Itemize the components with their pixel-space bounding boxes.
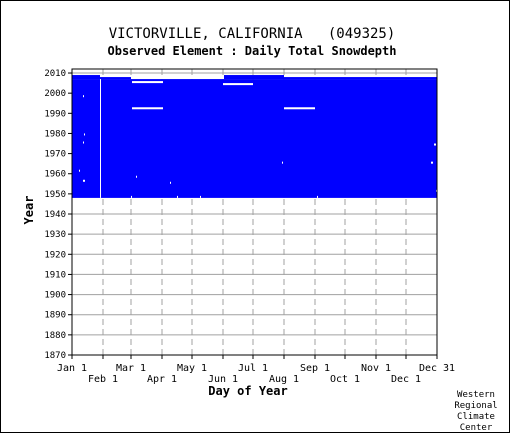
x-tick-label: Dec 31: [419, 363, 455, 374]
plot-border: [71, 68, 438, 356]
missing-data-gap: [136, 175, 137, 178]
x-axis-label: Day of Year: [208, 384, 287, 398]
missing-data-gap: [132, 107, 163, 110]
missing-data-gap: [132, 81, 163, 84]
missing-data-stripe: [100, 79, 101, 198]
credit-line: Western: [457, 390, 495, 400]
y-tick-label: 1950: [44, 190, 66, 200]
missing-data-gap: [83, 179, 85, 182]
missing-data-gap: [170, 181, 171, 184]
credit-line: Center: [460, 423, 493, 433]
missing-data-gap: [431, 161, 433, 164]
credit-line: Climate: [457, 412, 495, 422]
missing-data-gap: [317, 195, 318, 198]
x-tick-label: Mar 1: [116, 363, 146, 374]
y-tick-label: 1990: [44, 109, 66, 119]
x-tick-label: Jan 1: [57, 363, 87, 374]
missing-data-gap: [131, 195, 132, 198]
data-block: [100, 77, 131, 80]
chart-title: VICTORVILLE, CALIFORNIA (049325): [109, 26, 396, 42]
y-tick-label: 2010: [44, 69, 66, 79]
y-tick-label: 1880: [44, 331, 66, 341]
missing-data-gap: [79, 169, 80, 172]
y-tick-label: 1930: [44, 230, 66, 240]
missing-data-gap: [434, 143, 436, 146]
x-tick-label: Oct 1: [330, 374, 360, 385]
missing-data-gap: [83, 95, 84, 98]
data-block: [345, 77, 437, 80]
missing-data-gap: [282, 161, 283, 164]
axes: [68, 68, 438, 359]
missing-data-gap: [223, 83, 253, 86]
x-tick-label: Sep 1: [300, 363, 330, 374]
x-tick-label: Dec 1: [391, 374, 421, 385]
y-tick-label: 1980: [44, 129, 66, 139]
x-tick-label: Jul 1: [238, 363, 268, 374]
data-layer: [72, 75, 437, 198]
y-tick-label: 1960: [44, 170, 66, 180]
x-tick-label: May 1: [177, 363, 207, 374]
y-tick-label: 1920: [44, 250, 66, 260]
y-tick-label: 1900: [44, 291, 66, 301]
data-block: [284, 77, 345, 80]
x-tick-label: Apr 1: [147, 374, 177, 385]
y-tick-label: 1870: [44, 351, 66, 361]
chart-subtitle: Observed Element : Daily Total Snowdepth: [108, 44, 397, 58]
missing-data-gap: [84, 133, 85, 136]
x-tick-label: Jun 1: [208, 374, 238, 385]
y-tick-label: 1910: [44, 270, 66, 280]
y-tick-label: 1890: [44, 311, 66, 321]
y-tick-label: 1940: [44, 210, 66, 220]
credit-line: Regional: [454, 401, 497, 411]
x-tick-label: Feb 1: [88, 374, 118, 385]
data-block: [224, 75, 284, 80]
y-axis-label: Year: [22, 196, 36, 225]
x-tick-label: Nov 1: [361, 363, 391, 374]
y-tick-labels: 1870 1880 1890 1900 1910 1920 1930 1940 1950 1960…: [44, 69, 66, 361]
data-block: [72, 79, 437, 198]
x-tick-label: Aug 1: [269, 374, 299, 385]
missing-data-gap: [200, 195, 201, 198]
y-tick-label: 1970: [44, 150, 66, 160]
x-tick-labels: Jan 1 Mar 1 May 1 Jul 1 Sep 1 Nov 1 Dec 31 Feb …: [57, 363, 455, 385]
data-block: [72, 75, 100, 80]
y-tick-label: 2000: [44, 89, 66, 99]
missing-data-gap: [284, 107, 315, 110]
missing-data-gap: [177, 195, 178, 198]
missing-data-gap: [83, 141, 84, 144]
wrcc-credit: Western Regional Climate Center: [454, 390, 497, 433]
